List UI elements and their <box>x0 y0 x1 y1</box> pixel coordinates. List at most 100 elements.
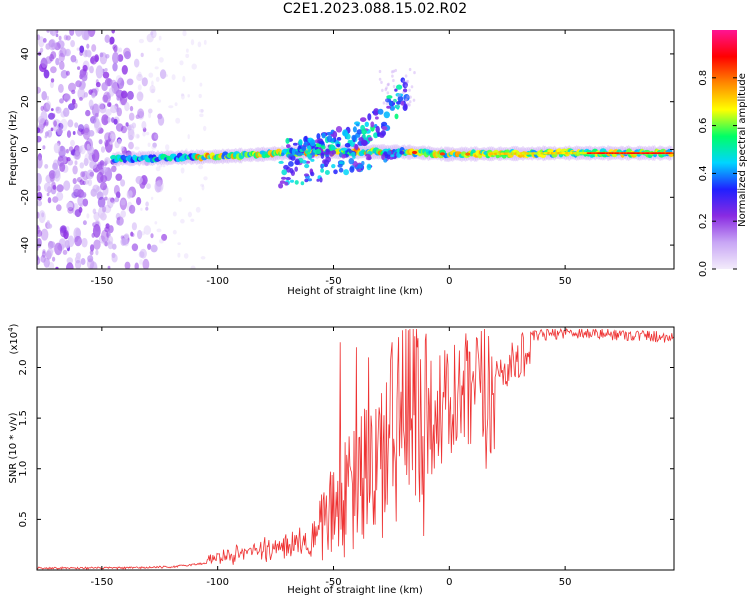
snr-multiplier-close: ) <box>9 323 20 327</box>
spectrogram-blob <box>71 89 76 95</box>
colorbar-ticks: 0.0 0.2 0.4 0.6 0.8 <box>698 70 737 277</box>
spectrogram-blob <box>66 262 74 269</box>
spectrogram-blob <box>117 54 124 62</box>
spectrogram-blob <box>120 210 126 218</box>
spectrogram-blob <box>396 101 402 105</box>
spectrogram-blob <box>80 258 86 265</box>
spectrogram-blob <box>154 66 159 70</box>
spectrogram-blob <box>74 122 79 128</box>
spectrogram-blob <box>53 142 61 154</box>
spectrogram-blob <box>60 225 66 232</box>
spectrogram-blob <box>386 105 391 109</box>
spectrogram-blob <box>408 88 411 92</box>
spectrogram-blob <box>37 200 43 207</box>
spectrogram-blob <box>69 30 75 36</box>
spectrogram-blob <box>159 238 164 244</box>
spectrogram-blob <box>160 186 163 190</box>
spectrogram-blob <box>149 85 156 94</box>
spectrogram-blob <box>145 206 149 211</box>
spectrogram-blob <box>408 103 411 107</box>
spectrogram-panel: -150 -100 -50 0 50 -40 -20 0 20 40 Height of str… <box>8 29 675 297</box>
spectrogram-blob <box>321 145 326 150</box>
spectrogram-blob <box>357 163 364 169</box>
spectrogram-blob <box>88 99 94 109</box>
spectrogram-blob <box>93 211 100 221</box>
colorbar-tick-label: 0.0 <box>698 261 709 277</box>
snr-y-tick-label: 2.0 <box>18 360 29 376</box>
spectrogram-blob <box>412 98 416 102</box>
spectrogram-blob <box>124 101 130 112</box>
spectrogram-blob <box>82 49 88 58</box>
spectrogram-blob <box>320 152 325 159</box>
spectrogram-blob <box>42 38 47 43</box>
spectrogram-blob <box>331 150 337 155</box>
spectrogram-blob <box>87 145 95 156</box>
spectrogram-blob <box>330 145 336 150</box>
spectrogram-blob <box>394 104 400 109</box>
spectrogram-blob <box>48 170 56 179</box>
spectrogram-blob <box>37 127 41 134</box>
spectrogram-blob <box>54 242 63 256</box>
spectrogram-blob <box>396 84 403 90</box>
spectrogram-blob <box>91 44 97 52</box>
spectrogram-blob <box>68 237 72 243</box>
spectrogram-blob <box>367 113 372 121</box>
spectrogram-blob <box>381 88 384 92</box>
spectrogram-blob <box>439 152 445 156</box>
spectrogram-blob <box>52 196 59 203</box>
spectrogram-blob <box>307 145 312 153</box>
spectrogram-blob <box>75 30 83 37</box>
spectrogram-blob <box>142 127 147 133</box>
spectrogram-blob <box>104 68 108 72</box>
spectrogram-blob <box>52 184 57 190</box>
spectrogram-blob <box>203 39 207 45</box>
spectrogram-blob <box>298 139 303 146</box>
spectrogram-blob <box>79 179 84 186</box>
spectrogram-blob <box>394 88 398 92</box>
spectrogram-blob <box>58 83 64 93</box>
spectrogram-blob <box>37 185 41 192</box>
spectrogram-blob <box>303 136 308 143</box>
spectrogram-blob <box>285 177 291 181</box>
spectrogram-blob <box>37 156 43 169</box>
spectrogram-ylabel: Frequency (Hz) <box>8 110 19 186</box>
spectrogram-blob <box>111 165 117 173</box>
spectrogram-blob <box>39 122 44 130</box>
colorbar-tick-label: 0.2 <box>698 213 709 229</box>
spectrogram-blob <box>289 153 293 157</box>
spectrogram-blob <box>378 77 382 81</box>
spectrogram-blob <box>669 152 674 155</box>
spectrogram-blob <box>92 224 101 238</box>
spectrogram-blob <box>323 151 330 156</box>
spectrogram-blob <box>50 30 57 37</box>
spectrogram-blob <box>199 113 204 118</box>
spectrogram-blob <box>131 122 137 129</box>
spectrogram-blob <box>147 243 152 250</box>
spectrogram-x-axis: -150 -100 -50 0 50 <box>91 30 571 287</box>
spectrogram-blob <box>351 134 357 141</box>
spectrogram-blob <box>146 183 151 190</box>
spectrogram-blob <box>294 151 299 155</box>
spectrogram-blob <box>284 181 289 186</box>
spectrogram-y-tick-label: -20 <box>20 189 31 205</box>
spectrogram-blob <box>64 239 70 249</box>
spectrogram-blob <box>288 161 294 167</box>
spectrogram-blob <box>60 145 64 152</box>
spectrogram-blob <box>361 128 367 135</box>
spectrogram-blob <box>140 231 146 236</box>
spectrogram-blob <box>315 148 322 155</box>
spectrogram-blob <box>101 229 109 243</box>
spectrogram-blob <box>316 178 320 182</box>
spectrogram-blob <box>120 90 128 99</box>
spectrogram-blob <box>134 262 139 269</box>
spectrogram-blob <box>150 196 154 200</box>
spectrogram-blob <box>405 80 409 84</box>
spectrogram-blob <box>392 84 396 89</box>
spectrogram-blob <box>148 108 153 114</box>
spectrogram-blob <box>49 81 54 89</box>
spectrogram-blob <box>50 127 54 132</box>
spectrogram-blob <box>187 94 190 98</box>
spectrogram-blob <box>53 120 57 127</box>
spectrogram-blob <box>41 91 47 101</box>
spectrogram-blob <box>151 145 157 150</box>
